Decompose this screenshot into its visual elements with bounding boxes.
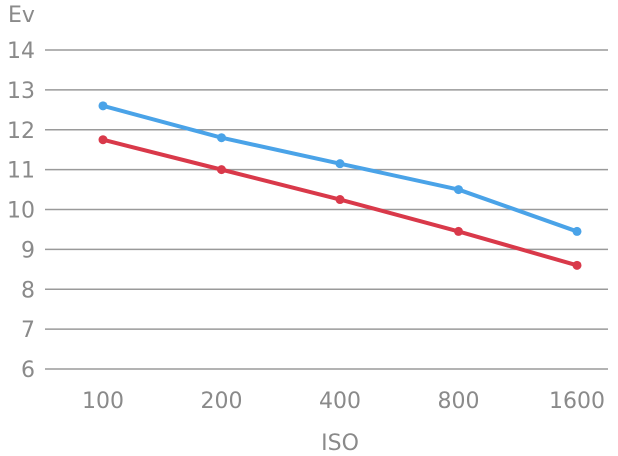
- series-2: [98, 135, 582, 270]
- y-tick-label: 14: [7, 39, 35, 64]
- y-tick-label: 11: [7, 159, 35, 184]
- y-tick-label: 9: [21, 238, 35, 263]
- y-axis-label: Ev: [8, 3, 35, 28]
- y-tick-label: 7: [21, 318, 35, 343]
- series-group: [98, 101, 582, 270]
- data-point: [335, 159, 345, 169]
- y-tick-label: 6: [21, 358, 35, 383]
- data-point: [572, 260, 582, 270]
- x-tick-label: 100: [82, 389, 124, 414]
- x-tick-labels: 100 200 400 800 1600: [82, 389, 605, 414]
- data-point: [572, 226, 582, 236]
- series-1: [98, 101, 582, 236]
- series-line: [101, 103, 579, 234]
- x-tick-label: 800: [438, 389, 480, 414]
- data-point: [217, 133, 226, 143]
- data-point: [217, 165, 226, 175]
- data-point: [454, 226, 463, 236]
- y-tick-label: 12: [7, 119, 35, 144]
- data-point: [98, 135, 108, 145]
- x-axis-label: ISO: [321, 431, 359, 456]
- gridlines: [45, 49, 608, 370]
- data-point: [454, 185, 463, 195]
- x-tick-label: 200: [201, 389, 243, 414]
- y-tick-labels: 6 7 8 9 10 11 12 13 14: [7, 39, 35, 383]
- x-tick-label: 1600: [549, 389, 605, 414]
- y-tick-label: 10: [7, 199, 35, 224]
- data-point: [335, 195, 345, 205]
- y-tick-label: 8: [21, 278, 35, 303]
- y-tick-label: 13: [7, 79, 35, 104]
- data-point: [98, 101, 108, 111]
- x-tick-label: 400: [319, 389, 361, 414]
